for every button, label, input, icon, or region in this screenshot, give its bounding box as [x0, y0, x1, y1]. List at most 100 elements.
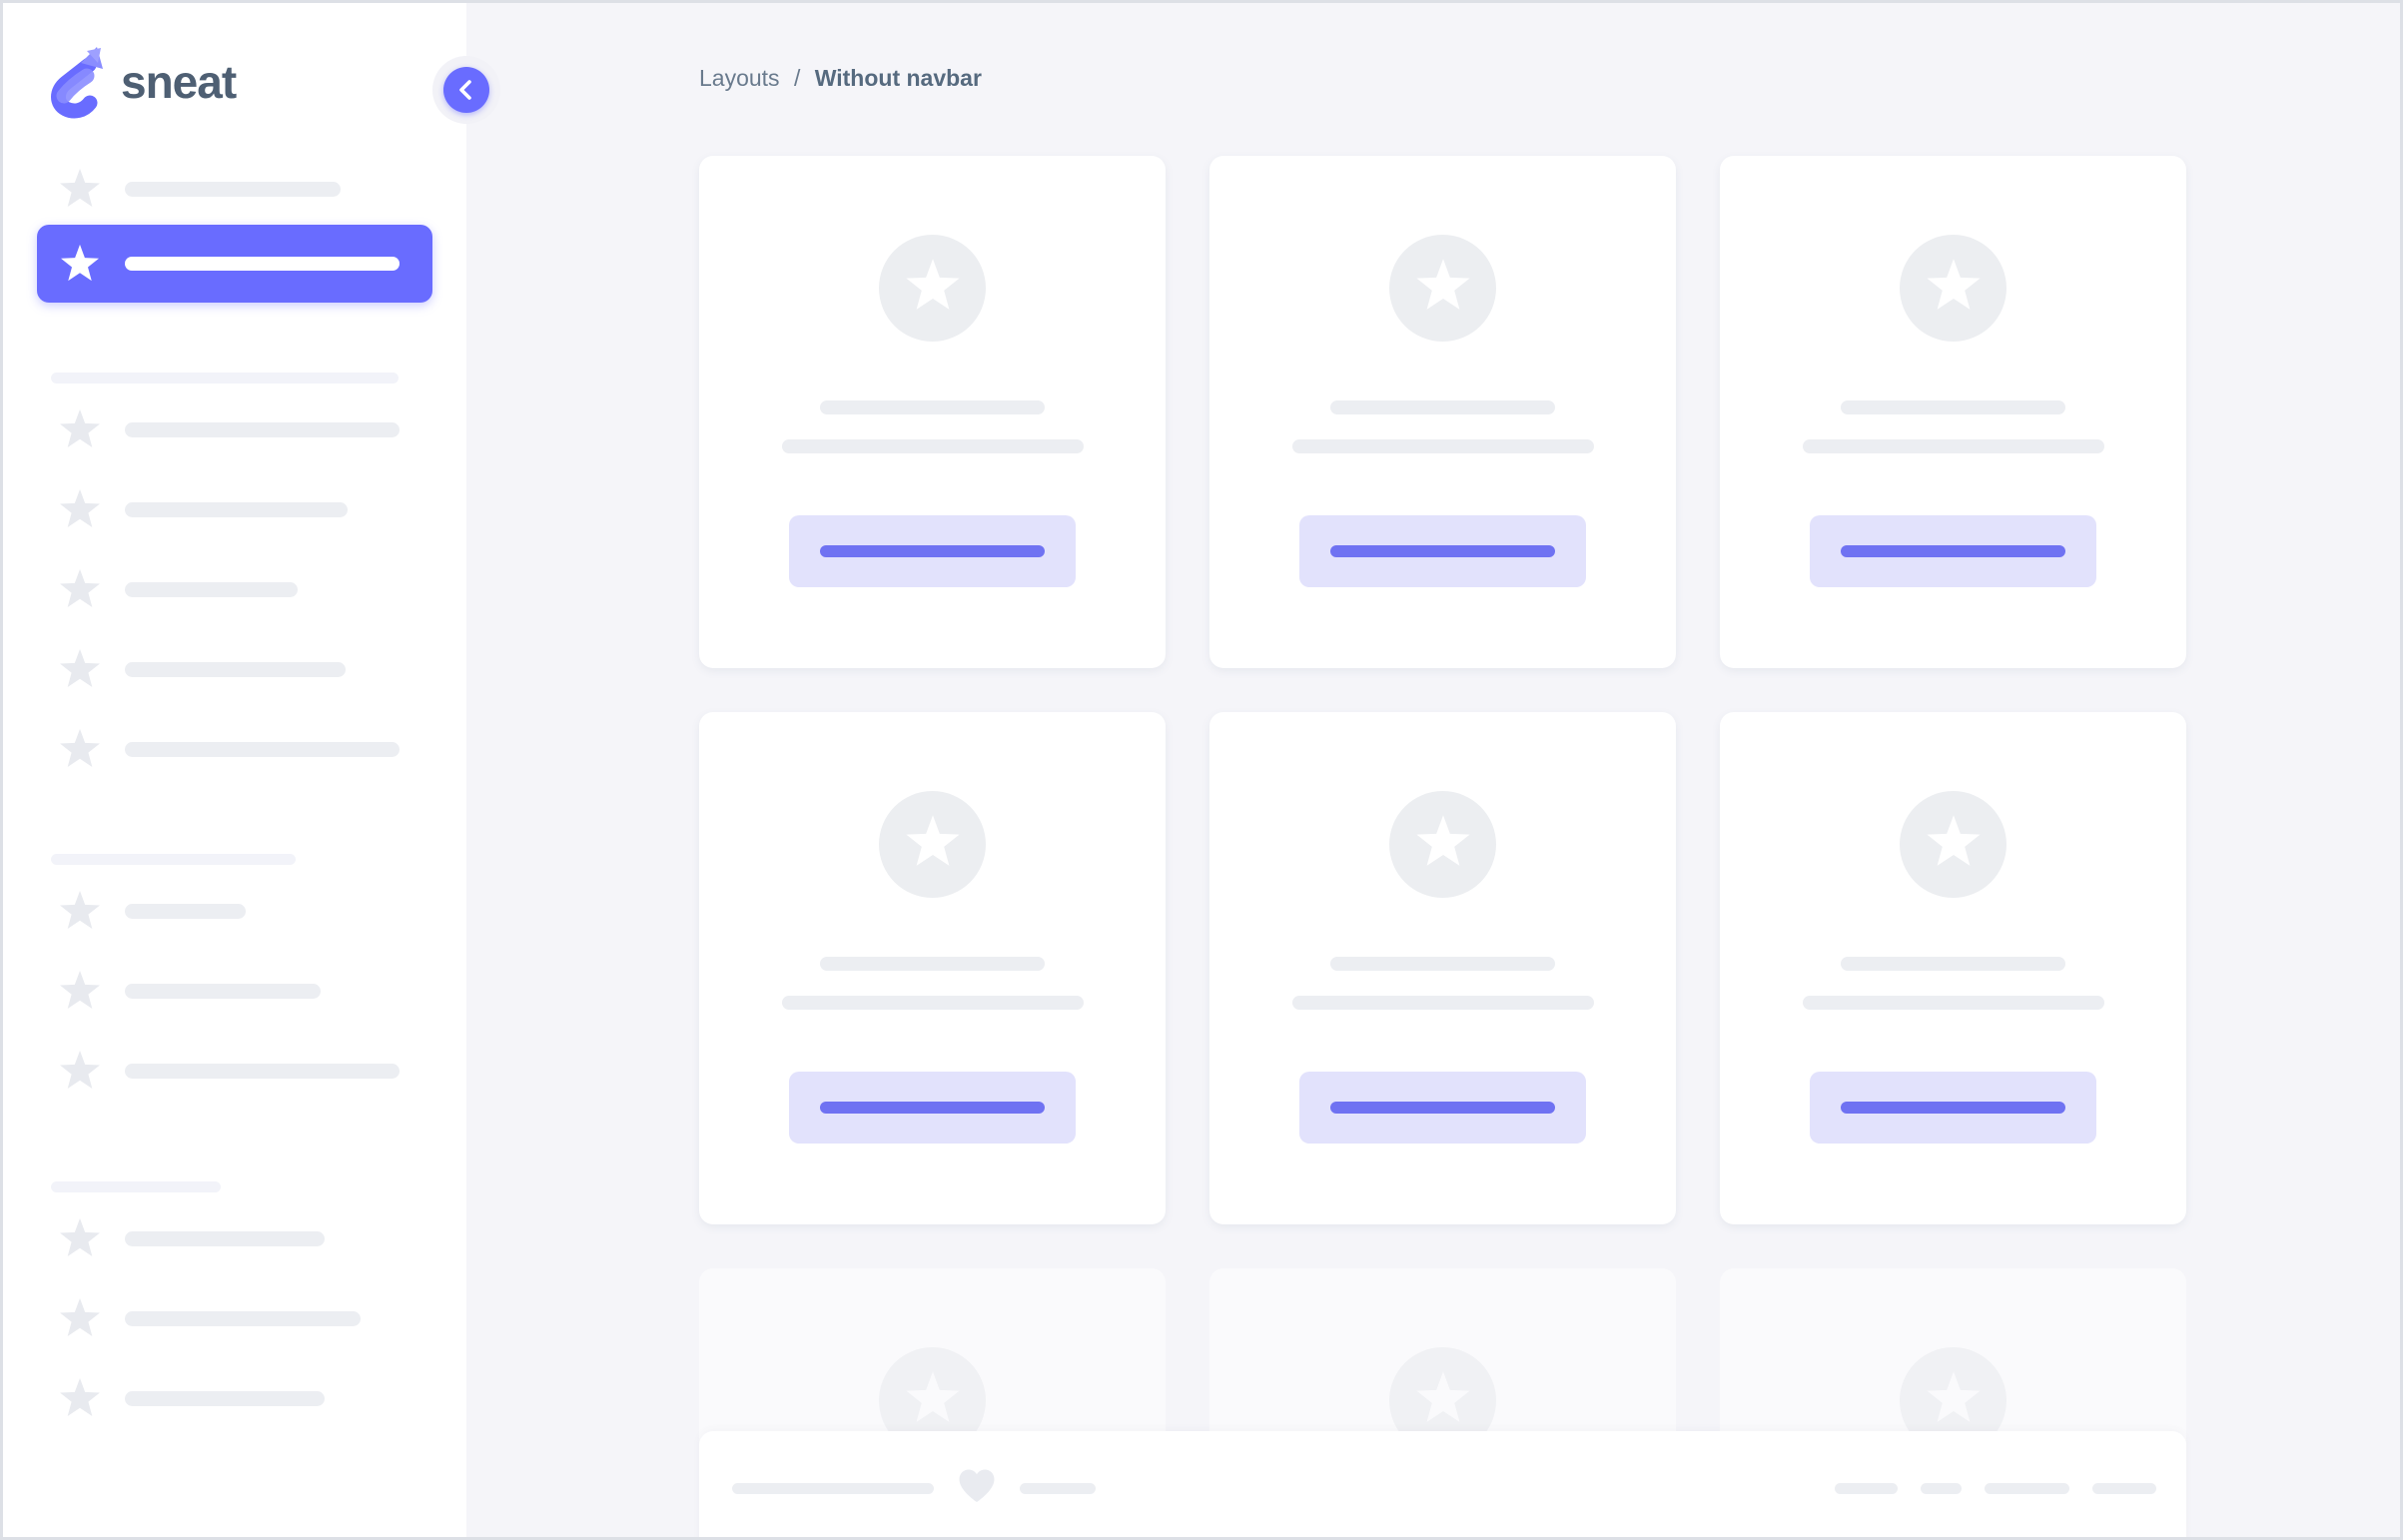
star-icon — [58, 648, 102, 690]
card-title-placeholder — [820, 957, 1045, 971]
menu-section — [3, 1198, 466, 1438]
placeholder-card — [699, 156, 1166, 668]
placeholder-card — [699, 712, 1166, 1224]
sidebar-item-active[interactable] — [37, 225, 432, 303]
card-avatar — [1389, 791, 1496, 898]
menu-item-label-placeholder — [125, 903, 246, 919]
placeholder-card — [1720, 156, 2186, 668]
card-title-placeholder — [1330, 400, 1555, 414]
card-subtitle-placeholder — [1291, 996, 1594, 1010]
app-logo[interactable]: sneat — [49, 39, 237, 125]
star-icon — [58, 488, 102, 530]
card-action-button[interactable] — [1299, 515, 1586, 587]
menu-item-label-placeholder — [125, 581, 298, 597]
footer-placeholder-bar — [2092, 1483, 2156, 1494]
card-avatar — [1389, 235, 1496, 342]
card-avatar — [879, 791, 986, 898]
sidebar-item[interactable] — [3, 469, 466, 549]
menu-section-divider — [51, 854, 296, 865]
placeholder-card — [1720, 712, 2186, 1224]
sidebar-menu — [3, 3, 466, 1438]
main-content: Layouts / Without navbar — [466, 3, 2400, 1537]
star-icon — [58, 568, 102, 610]
card-action-button[interactable] — [1299, 1072, 1586, 1144]
menu-section — [3, 389, 466, 789]
sidebar-item[interactable] — [3, 1358, 466, 1438]
card-title-placeholder — [1841, 957, 2065, 971]
star-icon — [58, 890, 102, 932]
card-grid — [699, 156, 2186, 1537]
button-label-placeholder — [1330, 1102, 1555, 1114]
placeholder-card — [1209, 156, 1676, 668]
card-title-placeholder — [820, 400, 1045, 414]
star-icon — [1926, 814, 1982, 875]
menu-item-label-placeholder — [125, 257, 400, 271]
star-icon — [1926, 1370, 1982, 1431]
footer-right-group — [1835, 1483, 2156, 1494]
star-icon — [58, 1297, 102, 1339]
star-icon — [905, 1370, 961, 1431]
sneat-logo-icon — [49, 41, 105, 124]
heart-icon — [958, 1469, 996, 1508]
breadcrumb-separator: / — [793, 65, 801, 91]
star-icon — [58, 1217, 102, 1259]
sidebar-item[interactable] — [3, 1198, 466, 1278]
menu-item-label-placeholder — [125, 741, 400, 757]
menu-item-label-placeholder — [125, 501, 348, 517]
card-avatar — [1900, 235, 2006, 342]
breadcrumb-current: Without navbar — [814, 65, 982, 91]
star-icon — [58, 408, 102, 450]
sidebar-item[interactable] — [3, 1031, 466, 1111]
button-label-placeholder — [1841, 545, 2065, 557]
card-avatar — [1900, 791, 2006, 898]
star-icon — [905, 814, 961, 875]
card-title-placeholder — [1330, 957, 1555, 971]
sidebar-collapse-button[interactable] — [443, 67, 489, 113]
star-icon — [1415, 1370, 1471, 1431]
card-action-button[interactable] — [1810, 515, 2096, 587]
button-label-placeholder — [1841, 1102, 2065, 1114]
menu-section-divider — [51, 373, 399, 384]
star-icon — [58, 168, 102, 210]
sidebar-item[interactable] — [3, 871, 466, 951]
sidebar-item[interactable] — [3, 629, 466, 709]
card-subtitle-placeholder — [1802, 439, 2104, 453]
menu-item-label-placeholder — [125, 661, 346, 677]
sidebar-item[interactable] — [3, 549, 466, 629]
card-avatar — [879, 235, 986, 342]
app-logo-text: sneat — [121, 56, 237, 108]
sidebar: sneat — [3, 3, 500, 1537]
card-action-button[interactable] — [789, 1072, 1076, 1144]
sidebar-item[interactable] — [3, 389, 466, 469]
card-subtitle-placeholder — [781, 996, 1084, 1010]
card-title-placeholder — [1841, 400, 2065, 414]
star-icon — [1415, 258, 1471, 319]
star-icon — [58, 244, 102, 284]
sidebar-item[interactable] — [3, 709, 466, 789]
menu-item-label-placeholder — [125, 1390, 325, 1406]
footer-placeholder-bar — [1921, 1483, 1962, 1494]
breadcrumb: Layouts / Without navbar — [699, 61, 2180, 95]
footer-placeholder-bar — [1985, 1483, 2069, 1494]
footer-placeholder-bar — [732, 1483, 934, 1494]
star-icon — [58, 1377, 102, 1419]
menu-item-label-placeholder — [125, 181, 341, 197]
menu-section — [3, 871, 466, 1111]
card-action-button[interactable] — [789, 515, 1076, 587]
breadcrumb-parent[interactable]: Layouts — [699, 65, 780, 91]
star-icon — [905, 258, 961, 319]
menu-item-label-placeholder — [125, 1063, 400, 1079]
sidebar-item[interactable] — [3, 951, 466, 1031]
menu-item-label-placeholder — [125, 983, 321, 999]
button-label-placeholder — [1330, 545, 1555, 557]
menu-item-label-placeholder — [125, 421, 400, 437]
star-icon — [58, 728, 102, 770]
sidebar-item[interactable] — [3, 153, 466, 225]
card-subtitle-placeholder — [781, 439, 1084, 453]
card-action-button[interactable] — [1810, 1072, 2096, 1144]
sidebar-item[interactable] — [3, 1278, 466, 1358]
placeholder-card — [1209, 712, 1676, 1224]
menu-item-label-placeholder — [125, 1230, 325, 1246]
footer-left-group — [732, 1469, 1096, 1508]
